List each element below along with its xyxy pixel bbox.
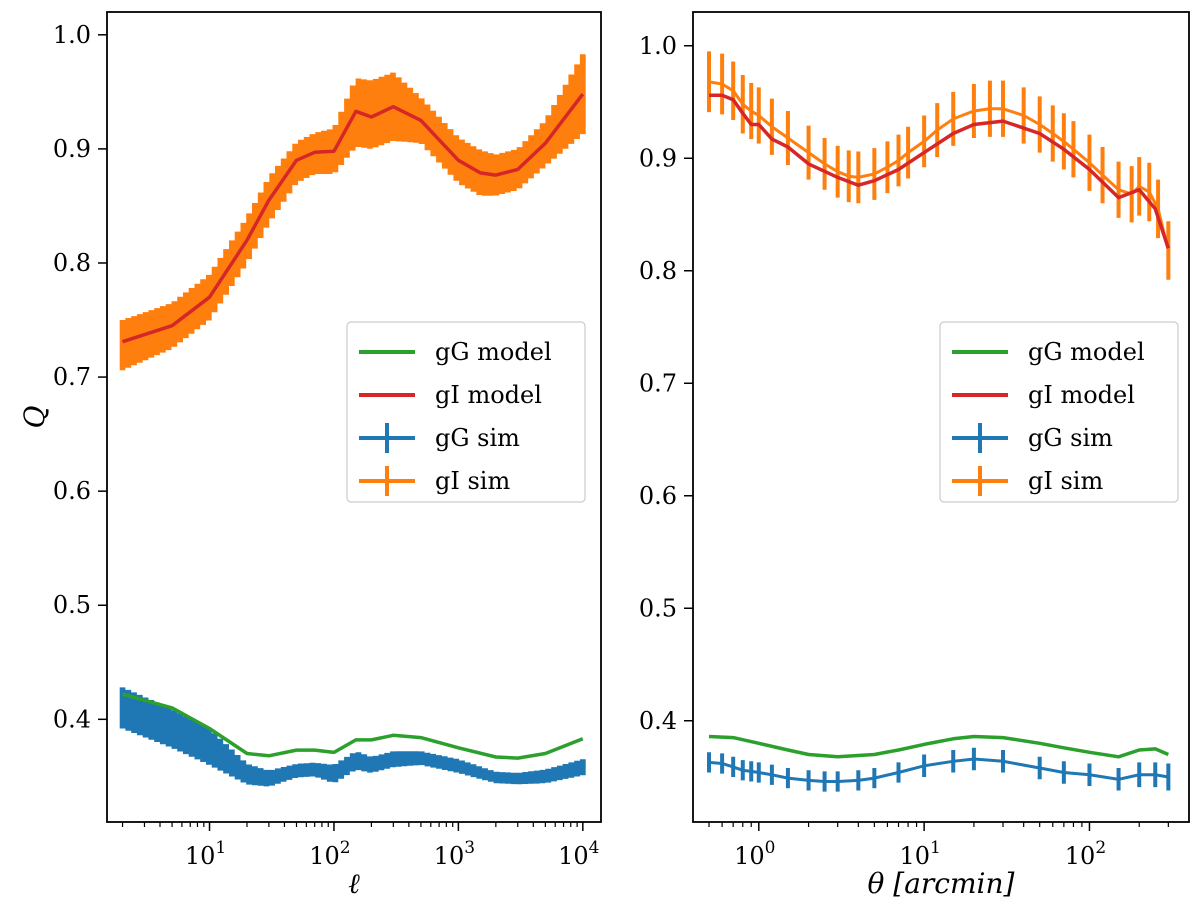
left-panel: 101 102 103 104 0.4 0.5 0.6 0.7 0.8 0.9 1.0 ℓ QgG mo… [18,11,602,900]
axes-frame [106,11,602,823]
legend: gG model gI model gG sim gI sim [939,321,1179,503]
errorband [119,687,586,787]
series-line [121,706,584,781]
legend-entry-gi-model: gI model [359,381,542,409]
legend-entry-gg-sim: gG sim [952,423,1113,453]
series-gi-sim [707,51,1171,280]
legend: gG model gI model gG sim gI sim [346,321,586,503]
legend-label: gI sim [435,467,510,495]
legend-entry-gg-model: gG model [359,338,552,366]
axes-frame [692,11,1190,823]
legend-entry-gi-sim: gI sim [952,466,1103,496]
series-gi-model [121,93,585,344]
x-tick-label: 102 [309,838,350,870]
y-tick-label: 0.7 [639,369,677,397]
series-gg-sim [119,687,586,787]
legend-box [346,321,586,503]
legend-label: gG sim [1028,424,1113,452]
series-line [708,80,1170,251]
y-tick-label: 0.4 [53,705,91,733]
y-tick-label: 0.6 [53,477,91,505]
legend-entry-gi-model: gI model [952,381,1135,409]
plot-area [707,51,1171,792]
y-tick-label: 1.0 [639,32,677,60]
plot-area [119,54,586,787]
y-tick-label: 0.4 [639,707,677,735]
legend-box [939,321,1179,503]
y-tick-label: 0.9 [639,144,677,172]
y-tick-label: 0.9 [53,135,91,163]
y-axis-label: Q [18,405,51,428]
series-line [708,757,1169,783]
x-minor-ticks [121,822,578,827]
y-tick-label: 0.7 [53,363,91,391]
legend-label: gI model [435,381,542,409]
x-tick-label: 101 [185,838,226,870]
y-tick-label: 0.5 [639,594,677,622]
legend-label: gI sim [1028,467,1103,495]
series-gg-model [122,692,584,760]
legend-entry-gi-sim: gI sim [359,466,510,496]
x-tick-label: 103 [434,838,475,870]
legend-label: gG sim [435,424,520,452]
series-line [709,93,1170,249]
series-line [122,692,584,760]
legend-label: gG model [435,338,552,366]
series-gg-model [708,734,1169,759]
x-axis-label: ℓ [348,867,360,900]
legend-entry-gg-model: gG model [952,338,1145,366]
x-axis-label: θ [arcmin] [868,867,1015,900]
y-tick-label: 0.5 [53,591,91,619]
legend-label: gI model [1028,381,1135,409]
right-panel: 100 101 102 0.4 0.5 0.6 0.7 0.8 0.9 1.0 θ [arcmin]… [639,11,1190,900]
x-tick-label: 104 [558,838,599,870]
series-line [708,734,1169,759]
x-tick-label: 101 [899,838,940,870]
y-tick-label: 0.6 [639,482,677,510]
y-tick-label: 0.8 [53,249,91,277]
series-gg-sim [707,747,1171,792]
series-gi-model [709,93,1170,249]
legend-entry-gg-sim: gG sim [359,423,520,453]
x-minor-ticks [708,822,1169,827]
x-tick-label: 100 [734,838,775,870]
y-tick-label: 1.0 [53,21,91,49]
series-line [121,93,585,344]
x-tick-label: 102 [1065,838,1106,870]
y-tick-label: 0.8 [639,257,677,285]
legend-label: gG model [1028,338,1145,366]
